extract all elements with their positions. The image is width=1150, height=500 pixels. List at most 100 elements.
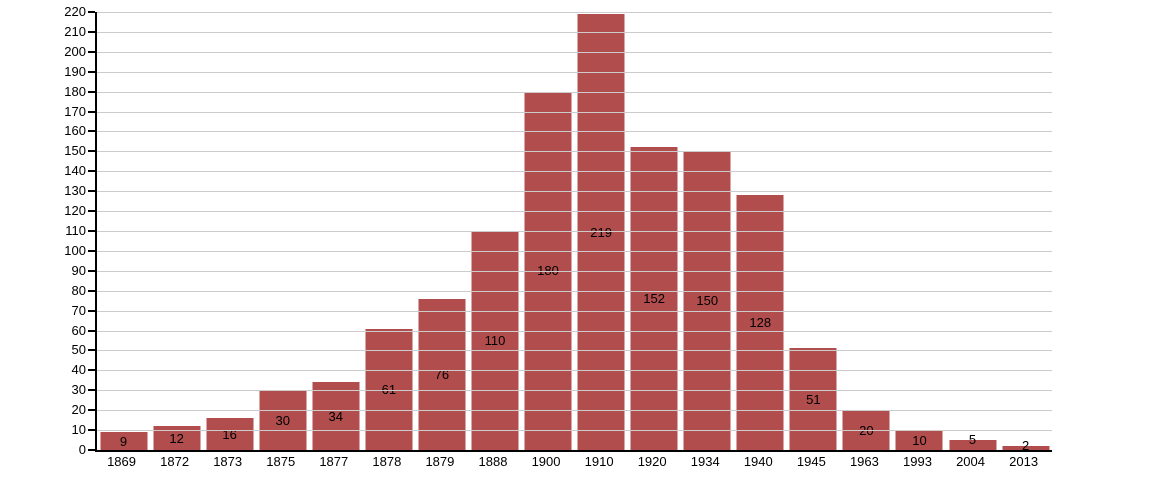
gridline: [97, 131, 1052, 133]
bar: 51: [789, 348, 837, 450]
gridline: [97, 370, 1052, 372]
gridline: [97, 310, 1052, 312]
bar-value-label: 150: [696, 293, 719, 309]
bar-slot: 2: [999, 12, 1052, 452]
x-axis-label: 1993: [903, 454, 932, 469]
x-axis-label: 2004: [956, 454, 985, 469]
gridline: [97, 12, 1052, 13]
y-axis-tick: [88, 210, 95, 213]
bar: 2: [1002, 439, 1050, 452]
bar-value-label: 30: [275, 412, 290, 428]
y-axis-label: 90: [71, 262, 86, 278]
bar: 34: [312, 382, 360, 450]
bar: 12: [153, 426, 201, 450]
y-axis-tick: [88, 429, 95, 432]
y-axis-tick: [88, 349, 95, 352]
gridline: [97, 410, 1052, 412]
y-axis: 0 10 20 30 40 50 60 70 80 90 100 110 120 130 140 150 160…: [0, 5, 86, 457]
bar-slot: 10: [893, 12, 946, 450]
bar-value-label: 110: [484, 333, 506, 348]
y-axis-tick: [88, 309, 95, 312]
y-axis-label: 130: [64, 183, 86, 199]
plot-area: 9 12 16 30 34 61 76 110 180 219 152 150 128 51 20 10 5 2: [88, 11, 1052, 452]
x-axis-label: 1869: [107, 454, 136, 469]
y-axis-label: 40: [71, 362, 86, 378]
gridline: [97, 390, 1052, 392]
y-axis-label: 170: [64, 103, 86, 119]
bar-slot: 61: [362, 12, 415, 450]
y-axis-tick: [88, 230, 95, 232]
y-axis-tick: [88, 11, 95, 13]
y-axis-label: 10: [71, 422, 86, 438]
y-axis-tick: [88, 289, 95, 292]
y-axis-tick: [88, 90, 95, 93]
x-axis-label: 1875: [266, 454, 296, 469]
y-axis-tick: [88, 170, 95, 173]
gridline: [97, 191, 1052, 193]
bar-value-label: 180: [537, 263, 559, 279]
bar-value-label: 34: [328, 408, 344, 424]
gridline: [97, 430, 1052, 432]
bar-slot: 150: [681, 12, 734, 450]
x-axis: 1869 1872 1873 1875 1877 1878 1879 1888 1900 1910…: [95, 455, 1050, 469]
gridline: [97, 270, 1052, 272]
x-axis-label: 1879: [425, 454, 455, 469]
bar-slot: 16: [203, 12, 256, 450]
bar-value-label: 152: [643, 291, 665, 307]
bar-slot: 76: [415, 12, 468, 450]
y-axis-label: 140: [64, 163, 86, 179]
bar-slot: 12: [150, 12, 203, 450]
x-axis-label: 1910: [584, 454, 614, 469]
y-axis-label: 180: [64, 83, 86, 99]
y-axis-label: 70: [71, 302, 86, 318]
y-axis-label: 50: [71, 342, 86, 358]
y-axis-label: 0: [78, 442, 86, 457]
bar-slot: 128: [734, 12, 787, 450]
y-axis-label: 20: [71, 402, 86, 418]
gridline: [97, 211, 1052, 213]
y-axis-tick: [88, 449, 95, 451]
y-axis-label: 200: [64, 43, 86, 59]
y-axis-label: 210: [64, 23, 86, 39]
y-axis-tick: [88, 30, 95, 33]
bar-slot: 30: [256, 12, 309, 450]
gridline: [97, 31, 1052, 33]
gridline: [97, 151, 1052, 153]
bars-container: 9 12 16 30 34 61 76 110 180 219 152 150 128 51 20 10 5 2: [97, 12, 1052, 452]
y-axis-tick: [88, 50, 95, 53]
y-axis-label: 60: [71, 322, 86, 338]
y-axis-tick: [88, 389, 95, 392]
y-axis-tick: [88, 409, 95, 412]
x-axis-label: 1945: [796, 454, 826, 469]
y-axis-label: 80: [71, 282, 86, 298]
y-axis-label: 220: [64, 4, 86, 19]
x-axis-label: 1920: [637, 454, 667, 469]
bar-value-label: 10: [912, 432, 927, 448]
bar-value-label: 5: [968, 432, 977, 448]
gridline: [97, 51, 1052, 53]
y-axis-tick: [88, 249, 95, 252]
y-axis-label: 110: [65, 223, 86, 238]
bar: 180: [524, 91, 572, 450]
x-axis-label: 1872: [160, 454, 190, 469]
y-axis-tick: [88, 130, 95, 133]
y-axis-tick: [88, 150, 95, 153]
x-axis-label: 1934: [690, 454, 720, 469]
y-axis-tick: [88, 269, 95, 272]
bar: 219: [577, 14, 625, 450]
bar: 150: [683, 151, 731, 450]
y-axis-tick: [88, 329, 95, 332]
y-axis-label: 120: [64, 203, 86, 219]
x-axis-label: 1888: [478, 454, 508, 469]
y-axis-label: 100: [64, 242, 86, 258]
bar: 16: [206, 418, 254, 450]
gridline: [97, 231, 1052, 232]
bar-value-label: 128: [749, 315, 772, 331]
bar-value-label: 2: [1021, 438, 1030, 454]
bar-value-label: 51: [806, 391, 821, 407]
x-axis-label: 1963: [849, 454, 879, 469]
x-axis-label: 1940: [743, 454, 773, 469]
y-axis-label: 160: [64, 123, 86, 139]
bar: 128: [736, 195, 784, 450]
